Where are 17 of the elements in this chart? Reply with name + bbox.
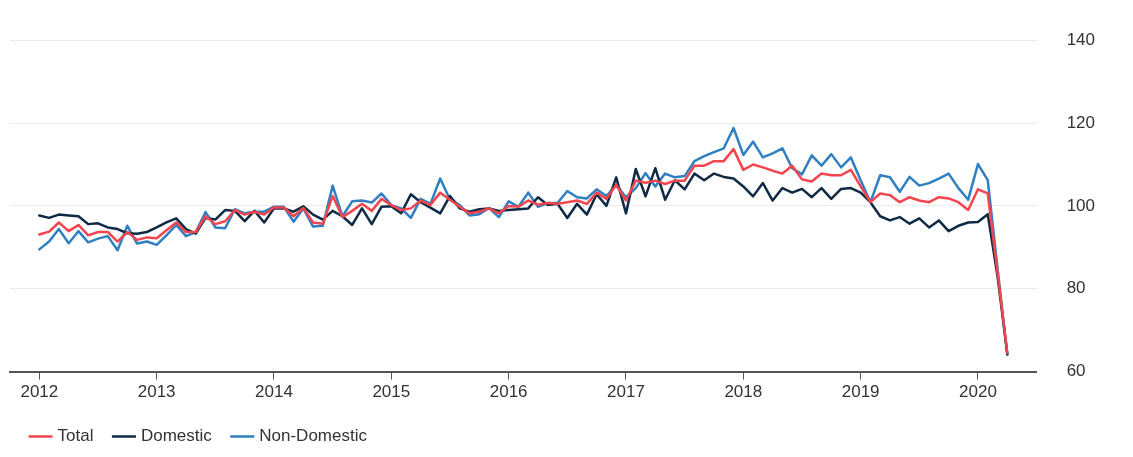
x-tick-label: 2018: [724, 382, 763, 402]
x-tick-label: 2020: [959, 382, 997, 402]
x-tick-label: 2017: [607, 382, 645, 402]
x-tick-label: 2012: [20, 382, 59, 402]
y-tick-label: 100: [1066, 195, 1096, 215]
legend-label: Total: [57, 426, 94, 446]
legend-label: Domestic: [140, 426, 213, 446]
x-tick-label: 2014: [255, 382, 293, 402]
y-tick-label: 140: [1066, 29, 1096, 49]
x-tick-label: 2015: [372, 382, 411, 402]
y-tick-label: 120: [1066, 112, 1096, 132]
y-tick-label: 60: [1066, 361, 1086, 381]
x-tick-label: 2016: [489, 382, 528, 402]
y-tick-label: 80: [1066, 278, 1086, 298]
x-tick-label: 2013: [137, 382, 176, 402]
x-tick-label: 2019: [841, 382, 880, 402]
legend-label: Non-Domestic: [259, 426, 368, 446]
